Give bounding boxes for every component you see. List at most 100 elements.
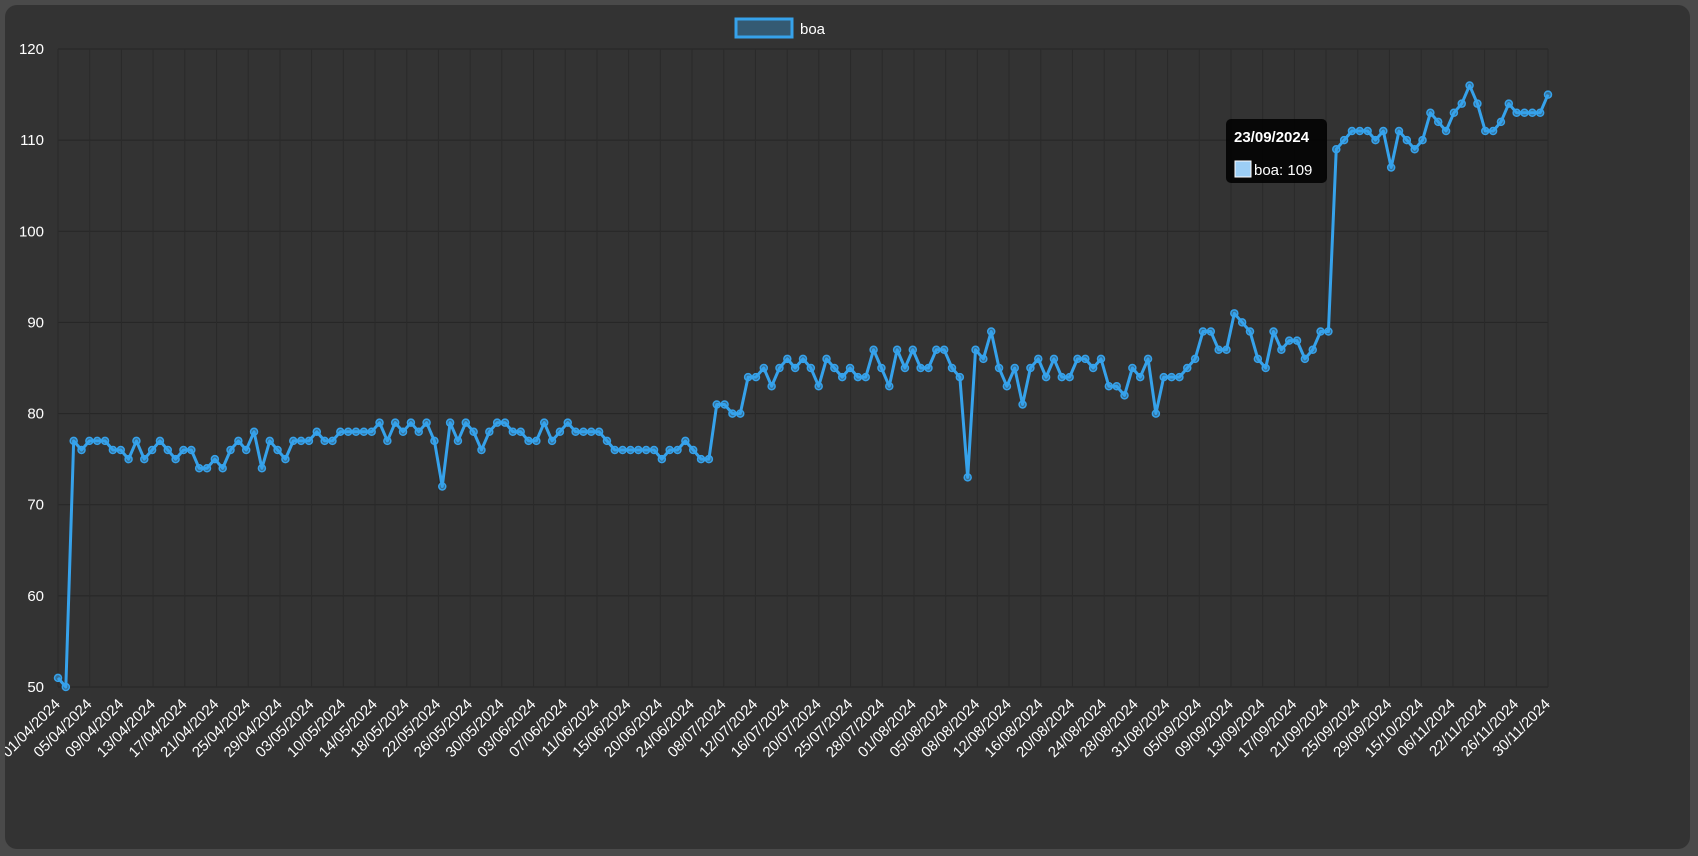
- data-point[interactable]: [1465, 81, 1474, 90]
- data-point[interactable]: [1332, 145, 1341, 154]
- data-point[interactable]: [1457, 99, 1466, 108]
- data-point[interactable]: [908, 345, 918, 355]
- data-point[interactable]: [837, 372, 847, 382]
- data-point[interactable]: [673, 445, 682, 455]
- data-point[interactable]: [1159, 372, 1168, 382]
- data-point[interactable]: [147, 445, 157, 455]
- data-point[interactable]: [602, 436, 612, 446]
- data-point[interactable]: [1041, 372, 1051, 382]
- data-point[interactable]: [1488, 126, 1498, 136]
- data-point[interactable]: [626, 445, 635, 455]
- data-point[interactable]: [289, 436, 298, 446]
- data-point[interactable]: [273, 445, 282, 455]
- data-point[interactable]: [610, 445, 620, 455]
- legend[interactable]: boa: [734, 17, 826, 39]
- data-point[interactable]: [1379, 126, 1388, 136]
- data-point[interactable]: [336, 427, 345, 437]
- data-point[interactable]: [775, 363, 784, 373]
- data-point[interactable]: [351, 427, 361, 437]
- data-point[interactable]: [304, 436, 314, 446]
- data-point[interactable]: [492, 418, 502, 427]
- data-point[interactable]: [688, 445, 698, 455]
- data-point[interactable]: [1355, 126, 1365, 136]
- data-point[interactable]: [1433, 117, 1443, 127]
- data-point[interactable]: [1120, 391, 1129, 400]
- data-point[interactable]: [1167, 372, 1176, 382]
- data-point[interactable]: [202, 464, 212, 473]
- data-point[interactable]: [861, 372, 870, 382]
- data-point[interactable]: [806, 363, 816, 373]
- data-point[interactable]: [1175, 372, 1184, 382]
- data-point[interactable]: [469, 427, 478, 437]
- data-point[interactable]: [1128, 363, 1137, 373]
- data-point[interactable]: [532, 436, 541, 446]
- data-point[interactable]: [1214, 345, 1223, 355]
- data-point[interactable]: [649, 445, 659, 455]
- data-point[interactable]: [524, 436, 533, 446]
- data-point[interactable]: [900, 363, 910, 373]
- data-point[interactable]: [1316, 327, 1325, 336]
- data-point[interactable]: [257, 464, 267, 473]
- data-point[interactable]: [594, 427, 604, 437]
- data-point[interactable]: [1543, 90, 1553, 99]
- data-point[interactable]: [100, 436, 110, 446]
- data-point[interactable]: [477, 445, 486, 455]
- data-point[interactable]: [736, 409, 745, 418]
- data-point[interactable]: [1096, 354, 1106, 364]
- data-point[interactable]: [453, 436, 463, 446]
- data-point[interactable]: [1222, 345, 1231, 355]
- data-point[interactable]: [924, 363, 933, 373]
- data-point[interactable]: [281, 454, 290, 464]
- data-point[interactable]: [85, 436, 94, 446]
- data-point[interactable]: [1284, 336, 1294, 345]
- data-point[interactable]: [124, 454, 133, 464]
- data-point[interactable]: [1057, 372, 1067, 382]
- data-point[interactable]: [226, 445, 235, 455]
- data-point[interactable]: [210, 454, 220, 464]
- data-point[interactable]: [296, 436, 306, 446]
- data-point[interactable]: [1065, 372, 1074, 382]
- data-point[interactable]: [1277, 345, 1286, 355]
- data-point[interactable]: [853, 372, 863, 382]
- data-point[interactable]: [994, 363, 1004, 373]
- data-point[interactable]: [194, 464, 204, 473]
- data-point[interactable]: [398, 427, 408, 437]
- data-point[interactable]: [218, 464, 227, 473]
- data-point[interactable]: [767, 381, 776, 391]
- data-point[interactable]: [1183, 363, 1192, 373]
- data-point[interactable]: [1394, 126, 1404, 136]
- data-point[interactable]: [932, 345, 941, 355]
- data-point[interactable]: [234, 436, 243, 446]
- data-point[interactable]: [1292, 336, 1302, 345]
- data-point[interactable]: [516, 427, 525, 437]
- data-point[interactable]: [1449, 108, 1459, 118]
- data-point[interactable]: [383, 436, 392, 446]
- data-point[interactable]: [877, 363, 886, 373]
- data-point[interactable]: [1269, 327, 1278, 336]
- data-point[interactable]: [343, 427, 353, 437]
- data-point[interactable]: [1088, 363, 1098, 373]
- data-point[interactable]: [783, 354, 792, 364]
- data-point[interactable]: [963, 473, 972, 482]
- data-point[interactable]: [1473, 99, 1482, 108]
- data-point[interactable]: [885, 381, 894, 391]
- data-point[interactable]: [500, 418, 510, 427]
- data-point[interactable]: [696, 454, 706, 464]
- data-point[interactable]: [320, 436, 329, 446]
- data-point[interactable]: [508, 427, 518, 437]
- data-point[interactable]: [390, 418, 400, 427]
- data-point[interactable]: [265, 436, 274, 446]
- data-point[interactable]: [1418, 135, 1427, 145]
- data-point[interactable]: [822, 354, 831, 364]
- data-point[interactable]: [61, 682, 71, 692]
- data-point[interactable]: [1206, 327, 1216, 336]
- data-point[interactable]: [1300, 354, 1310, 364]
- data-point[interactable]: [547, 436, 557, 446]
- data-point[interactable]: [728, 409, 737, 418]
- data-point[interactable]: [1049, 354, 1059, 364]
- data-point[interactable]: [1010, 363, 1019, 373]
- data-point[interactable]: [1135, 372, 1145, 382]
- data-point[interactable]: [1104, 381, 1114, 391]
- data-point[interactable]: [1504, 99, 1514, 108]
- data-point[interactable]: [751, 372, 761, 382]
